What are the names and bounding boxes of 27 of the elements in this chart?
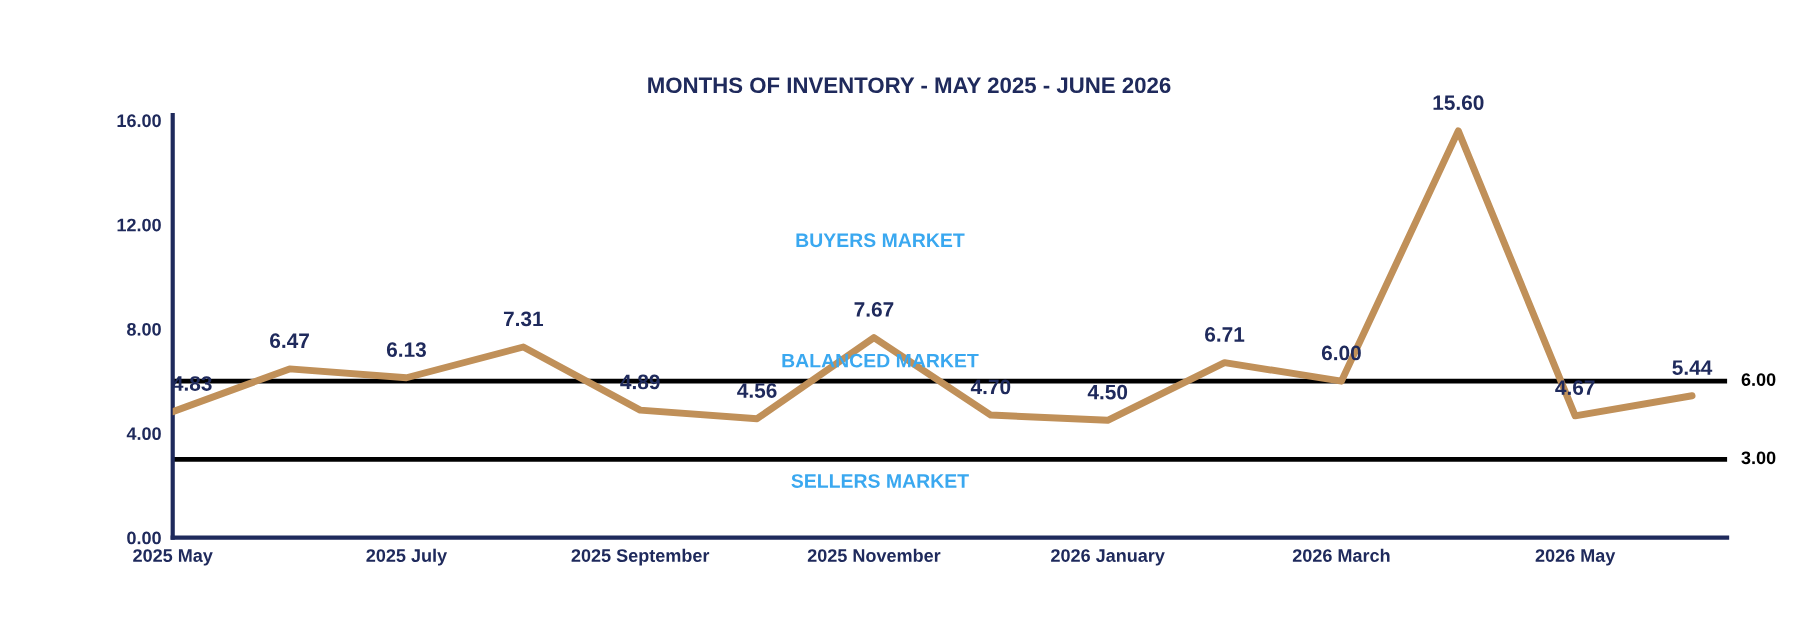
x-tick-label: 2025 July xyxy=(366,548,448,566)
annotation: SELLERS MARKET xyxy=(791,474,969,488)
y-tick-label: 4.00 xyxy=(126,427,161,441)
x-tick-label: 2026 January xyxy=(1051,549,1165,566)
data-label: 5.44 xyxy=(1672,360,1713,375)
x-tick-label: 2025 September xyxy=(571,548,710,566)
y-tick-label: 8.00 xyxy=(127,322,161,336)
data-label: 6.71 xyxy=(1205,327,1245,342)
data-label: 4.56 xyxy=(737,383,777,398)
ref-line-label: 3.00 xyxy=(1741,451,1776,465)
x-tick-label: 2025 November xyxy=(807,548,941,562)
data-label: 15.60 xyxy=(1433,95,1484,111)
chart-title: MONTHS OF INVENTORY - MAY 2025 - JUNE 2026 xyxy=(648,77,1171,94)
ref-line-label: 6.00 xyxy=(1741,373,1776,386)
y-tick-label: 0.00 xyxy=(127,531,161,545)
y-tick-label: 12.00 xyxy=(117,218,161,232)
data-label: 4.89 xyxy=(620,374,660,390)
data-label: 6.47 xyxy=(270,333,309,349)
data-label: 6.13 xyxy=(386,342,426,358)
x-tick-label: 2026 May xyxy=(1535,549,1616,566)
x-tick-label: 2025 May xyxy=(133,549,213,566)
data-label: 7.67 xyxy=(854,302,894,317)
x-tick-label: 2026 March xyxy=(1292,548,1390,562)
annotation: BUYERS MARKET xyxy=(796,233,965,248)
data-label: 4.50 xyxy=(1087,384,1128,400)
y-tick-label: 16.00 xyxy=(117,114,161,128)
data-label: 7.31 xyxy=(503,311,544,327)
